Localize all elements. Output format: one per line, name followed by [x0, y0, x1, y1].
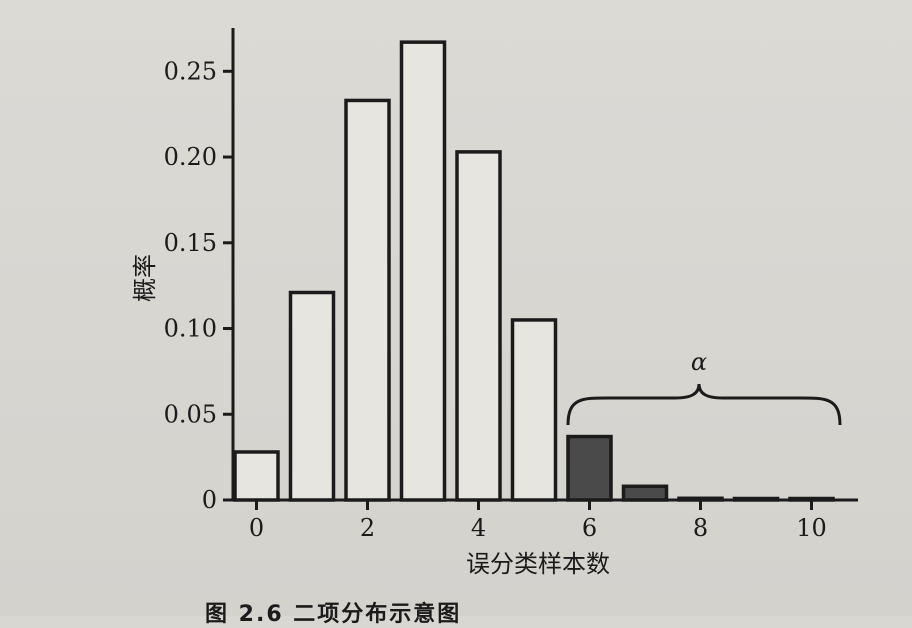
y-tick-label-0.15: 0.15 — [164, 229, 217, 257]
bar-2 — [346, 100, 389, 500]
y-tick-label-0.10: 0.10 — [164, 315, 217, 343]
bar-0 — [235, 452, 278, 500]
alpha-annotation: α — [691, 348, 707, 376]
x-tick-label-10: 10 — [796, 514, 827, 542]
y-tick-label-0.25: 0.25 — [164, 57, 217, 85]
x-tick-label-0: 0 — [249, 514, 264, 542]
figure-caption: 图 2.6 二项分布示意图 — [205, 596, 461, 628]
x-tick-label-2: 2 — [360, 514, 375, 542]
bar-6 — [568, 437, 611, 500]
x-tick-label-8: 8 — [693, 514, 708, 542]
y-tick-label-0: 0 — [202, 486, 217, 514]
y-tick-label-0.05: 0.05 — [164, 400, 217, 428]
bar-7 — [624, 486, 667, 500]
alpha-brace — [568, 384, 840, 425]
x-tick-label-6: 6 — [582, 514, 597, 542]
bar-5 — [513, 320, 556, 500]
x-tick-label-4: 4 — [471, 514, 486, 542]
bar-1 — [291, 293, 334, 500]
bar-3 — [402, 42, 445, 500]
bars-layer — [235, 42, 833, 500]
bar-4 — [457, 152, 500, 500]
x-axis-label: 误分类样本数 — [466, 550, 610, 578]
y-axis-label: 概率 — [131, 254, 159, 302]
y-tick-label-0.20: 0.20 — [164, 143, 217, 171]
